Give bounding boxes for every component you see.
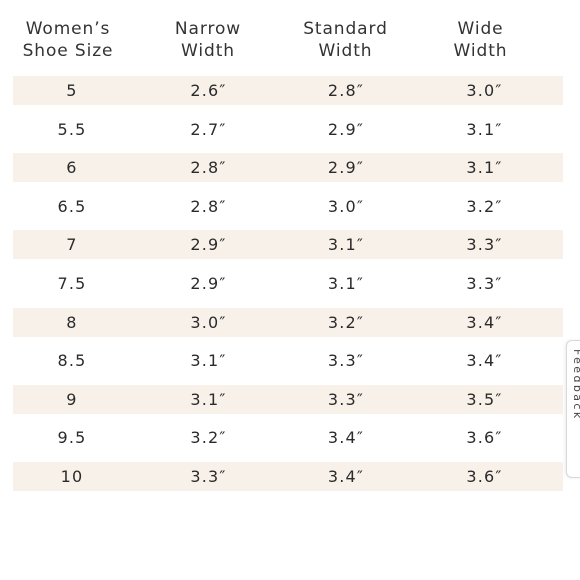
standard-width-cell: 2.9″ — [327, 119, 365, 139]
table-row: 9 3.1″ 3.3″ 3.5″ — [13, 384, 563, 414]
table-row: 7.5 2.9″ 3.1″ 3.3″ — [13, 269, 563, 298]
shoe-size-cell: 7.5 — [57, 273, 87, 293]
table-row: 6.5 2.8″ 3.0″ 3.2″ — [13, 192, 563, 221]
shoe-size-cell: 9.5 — [57, 428, 87, 448]
table-row: 8.5 3.1″ 3.3″ 3.4″ — [13, 346, 563, 375]
table-body: 5 2.6″ 2.8″ 3.0″ 5.5 2.7″ 2.9″ 3.1″ 6 2.8″ 2.9″ 3.1… — [13, 76, 563, 491]
shoe-size-cell: 8 — [66, 312, 78, 332]
narrow-width-cell: 3.1″ — [190, 389, 227, 409]
standard-width-cell: 3.2″ — [327, 312, 365, 332]
column-header-narrow-width: Narrow Width — [174, 19, 242, 61]
wide-width-cell: 3.4″ — [466, 312, 503, 332]
wide-width-cell: 3.5″ — [466, 389, 503, 409]
table-row: 8 3.0″ 3.2″ 3.4″ — [13, 307, 563, 337]
feedback-tab[interactable]: Feedback — [566, 340, 580, 478]
shoe-size-cell: 8.5 — [57, 351, 87, 371]
wide-width-cell: 3.1″ — [466, 158, 503, 178]
table-header: Women’s Shoe Size Narrow Width Standard … — [13, 18, 563, 76]
shoe-size-cell: 5 — [66, 81, 78, 100]
standard-width-cell: 3.1″ — [327, 235, 365, 255]
narrow-width-cell: 2.6″ — [190, 81, 227, 100]
narrow-width-cell: 2.9″ — [190, 273, 227, 293]
narrow-width-cell: 3.2″ — [190, 428, 227, 448]
wide-width-cell: 3.3″ — [466, 273, 503, 293]
standard-width-cell: 3.0″ — [327, 196, 365, 216]
table-row: 7 2.9″ 3.1″ 3.3″ — [13, 230, 563, 260]
wide-width-cell: 3.0″ — [466, 81, 503, 100]
narrow-width-cell: 2.8″ — [190, 196, 227, 216]
wide-width-cell: 3.6″ — [466, 428, 503, 448]
standard-width-cell: 2.9″ — [327, 158, 365, 178]
shoe-size-cell: 10 — [60, 466, 84, 486]
narrow-width-cell: 2.7″ — [190, 119, 227, 139]
column-header-wide-width: Wide Width — [453, 19, 508, 61]
standard-width-cell: 3.4″ — [327, 428, 365, 448]
standard-width-cell: 2.8″ — [327, 81, 365, 100]
shoe-size-cell: 7 — [66, 235, 78, 255]
column-header-standard-width: Standard Width — [303, 19, 388, 61]
table-row: 9.5 3.2″ 3.4″ 3.6″ — [13, 423, 563, 452]
shoe-size-cell: 6 — [66, 158, 78, 178]
wide-width-cell: 3.1″ — [466, 119, 503, 139]
feedback-tab-label: Feedback — [571, 349, 580, 421]
standard-width-cell: 3.1″ — [327, 273, 365, 293]
wide-width-cell: 3.6″ — [466, 466, 503, 486]
standard-width-cell: 3.3″ — [327, 389, 365, 409]
narrow-width-cell: 2.9″ — [190, 235, 227, 255]
standard-width-cell: 3.4″ — [327, 466, 365, 486]
table-row: 10 3.3″ 3.4″ 3.6″ — [13, 461, 563, 491]
narrow-width-cell: 3.0″ — [190, 312, 227, 332]
shoe-size-cell: 6.5 — [57, 196, 87, 216]
narrow-width-cell: 2.8″ — [190, 158, 227, 178]
standard-width-cell: 3.3″ — [327, 351, 365, 371]
shoe-size-chart: Women’s Shoe Size Narrow Width Standard … — [13, 18, 563, 501]
table-row: 5.5 2.7″ 2.9″ 3.1″ — [13, 115, 563, 144]
narrow-width-cell: 3.1″ — [190, 351, 227, 371]
wide-width-cell: 3.3″ — [466, 235, 503, 255]
shoe-size-cell: 9 — [66, 389, 78, 409]
table-row: 5 2.6″ 2.8″ 3.0″ — [13, 76, 563, 105]
table-row: 6 2.8″ 2.9″ 3.1″ — [13, 153, 563, 183]
column-header-shoe-size: Women’s Shoe Size — [22, 19, 114, 61]
shoe-size-cell: 5.5 — [57, 119, 87, 139]
narrow-width-cell: 3.3″ — [190, 466, 227, 486]
wide-width-cell: 3.4″ — [466, 351, 503, 371]
wide-width-cell: 3.2″ — [466, 196, 503, 216]
